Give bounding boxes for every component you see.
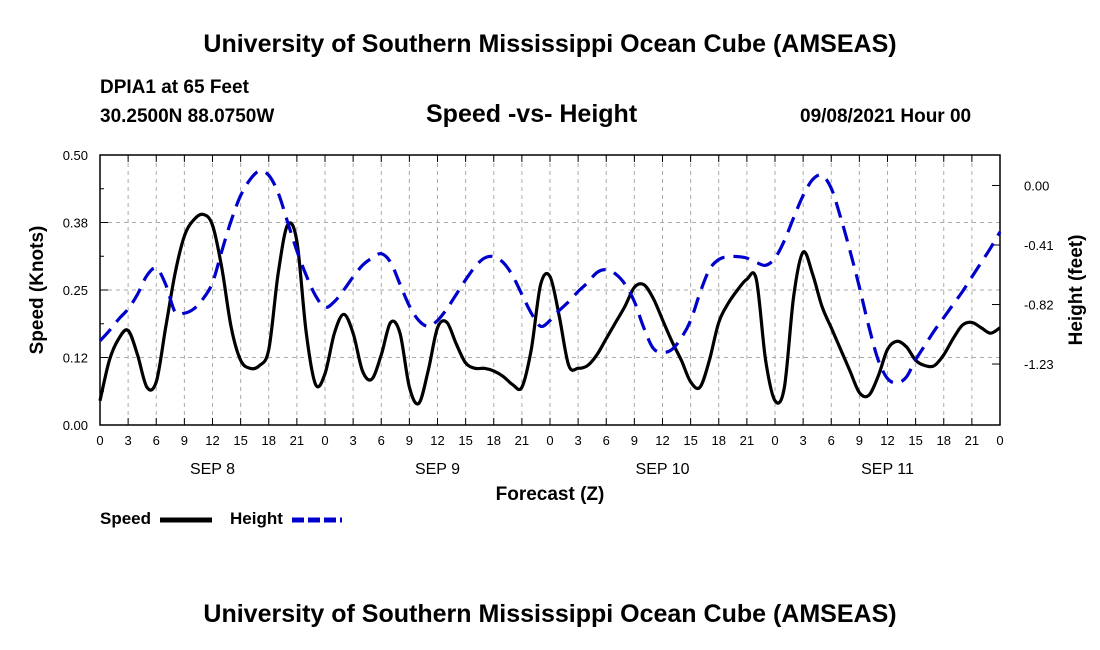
x-tick-label: 12	[205, 433, 219, 448]
x-tick-label: 18	[712, 433, 726, 448]
x-tick-label: 3	[575, 433, 582, 448]
day-label: SEP 8	[190, 461, 235, 478]
y-left-tick-label: 0.38	[63, 216, 88, 231]
x-axis-label: Forecast (Z)	[496, 484, 605, 505]
height-series-line	[98, 169, 1002, 385]
x-tick-label: 6	[378, 433, 385, 448]
chart-series	[98, 169, 1002, 406]
x-tick-label: 0	[546, 433, 553, 448]
x-tick-label: 21	[290, 433, 304, 448]
x-tick-label: 9	[631, 433, 638, 448]
y-axis-right-label: Height (feet)	[1066, 235, 1087, 346]
chart-ticks: 0 3 6 9 12 15 18 21 0 3 6 9 12 15 18 21 0 3 6 9 12 15 18 21 0 3 6 9…	[63, 148, 1054, 478]
y-right-tick-label: -0.82	[1024, 298, 1054, 313]
x-tick-label: 3	[125, 433, 132, 448]
x-tick-label: 0	[96, 433, 103, 448]
x-tick-label: 18	[262, 433, 276, 448]
x-tick-label: 21	[740, 433, 754, 448]
legend-height-label: Height	[230, 509, 283, 528]
x-tick-label: 15	[458, 433, 472, 448]
x-tick-label: 21	[965, 433, 979, 448]
y-left-tick-label: 0.00	[63, 418, 88, 433]
x-tick-label: 3	[800, 433, 807, 448]
x-tick-label: 6	[603, 433, 610, 448]
grid-lines	[100, 155, 1000, 425]
y-left-tick-label: 0.50	[63, 148, 88, 163]
y-left-tick-label: 0.12	[63, 351, 88, 366]
x-tick-label: 12	[655, 433, 669, 448]
y-right-tick-label: -1.23	[1024, 357, 1054, 372]
x-tick-label: 15	[233, 433, 247, 448]
x-tick-label: 3	[350, 433, 357, 448]
x-tick-label: 15	[908, 433, 922, 448]
x-tick-label: 9	[181, 433, 188, 448]
x-tick-label: 9	[856, 433, 863, 448]
x-tick-label: 18	[937, 433, 951, 448]
coords-label: 30.2500N 88.0750W	[100, 106, 275, 127]
y-right-tick-label: -0.41	[1024, 238, 1054, 253]
x-tick-label: 6	[828, 433, 835, 448]
x-tick-label: 0	[771, 433, 778, 448]
x-tick-label: 12	[880, 433, 894, 448]
y-left-tick-label: 0.25	[63, 283, 88, 298]
x-tick-label: 12	[430, 433, 444, 448]
datetime-label: 09/08/2021 Hour 00	[800, 106, 972, 127]
station-label: DPIA1 at 65 Feet	[100, 77, 249, 98]
x-tick-label: 6	[153, 433, 160, 448]
x-tick-label: 0	[321, 433, 328, 448]
x-tick-label: 9	[406, 433, 413, 448]
speed-series-line	[98, 212, 1001, 406]
legend-speed-label: Speed	[100, 509, 152, 528]
x-tick-label: 18	[487, 433, 501, 448]
day-label: SEP 9	[415, 461, 460, 478]
x-tick-label: 0	[996, 433, 1003, 448]
x-tick-label: 15	[683, 433, 697, 448]
chart-title: Speed -vs- Height	[426, 100, 638, 128]
day-label: SEP 10	[636, 461, 690, 478]
x-tick-label: 21	[515, 433, 529, 448]
day-label: SEP 11	[861, 461, 914, 478]
y-right-tick-label: 0.00	[1024, 178, 1049, 193]
main-title-bottom: University of Southern Mississippi Ocean…	[203, 600, 897, 628]
y-axis-left-label: Speed (Knots)	[27, 226, 48, 355]
main-title-top: University of Southern Mississippi Ocean…	[203, 30, 897, 58]
